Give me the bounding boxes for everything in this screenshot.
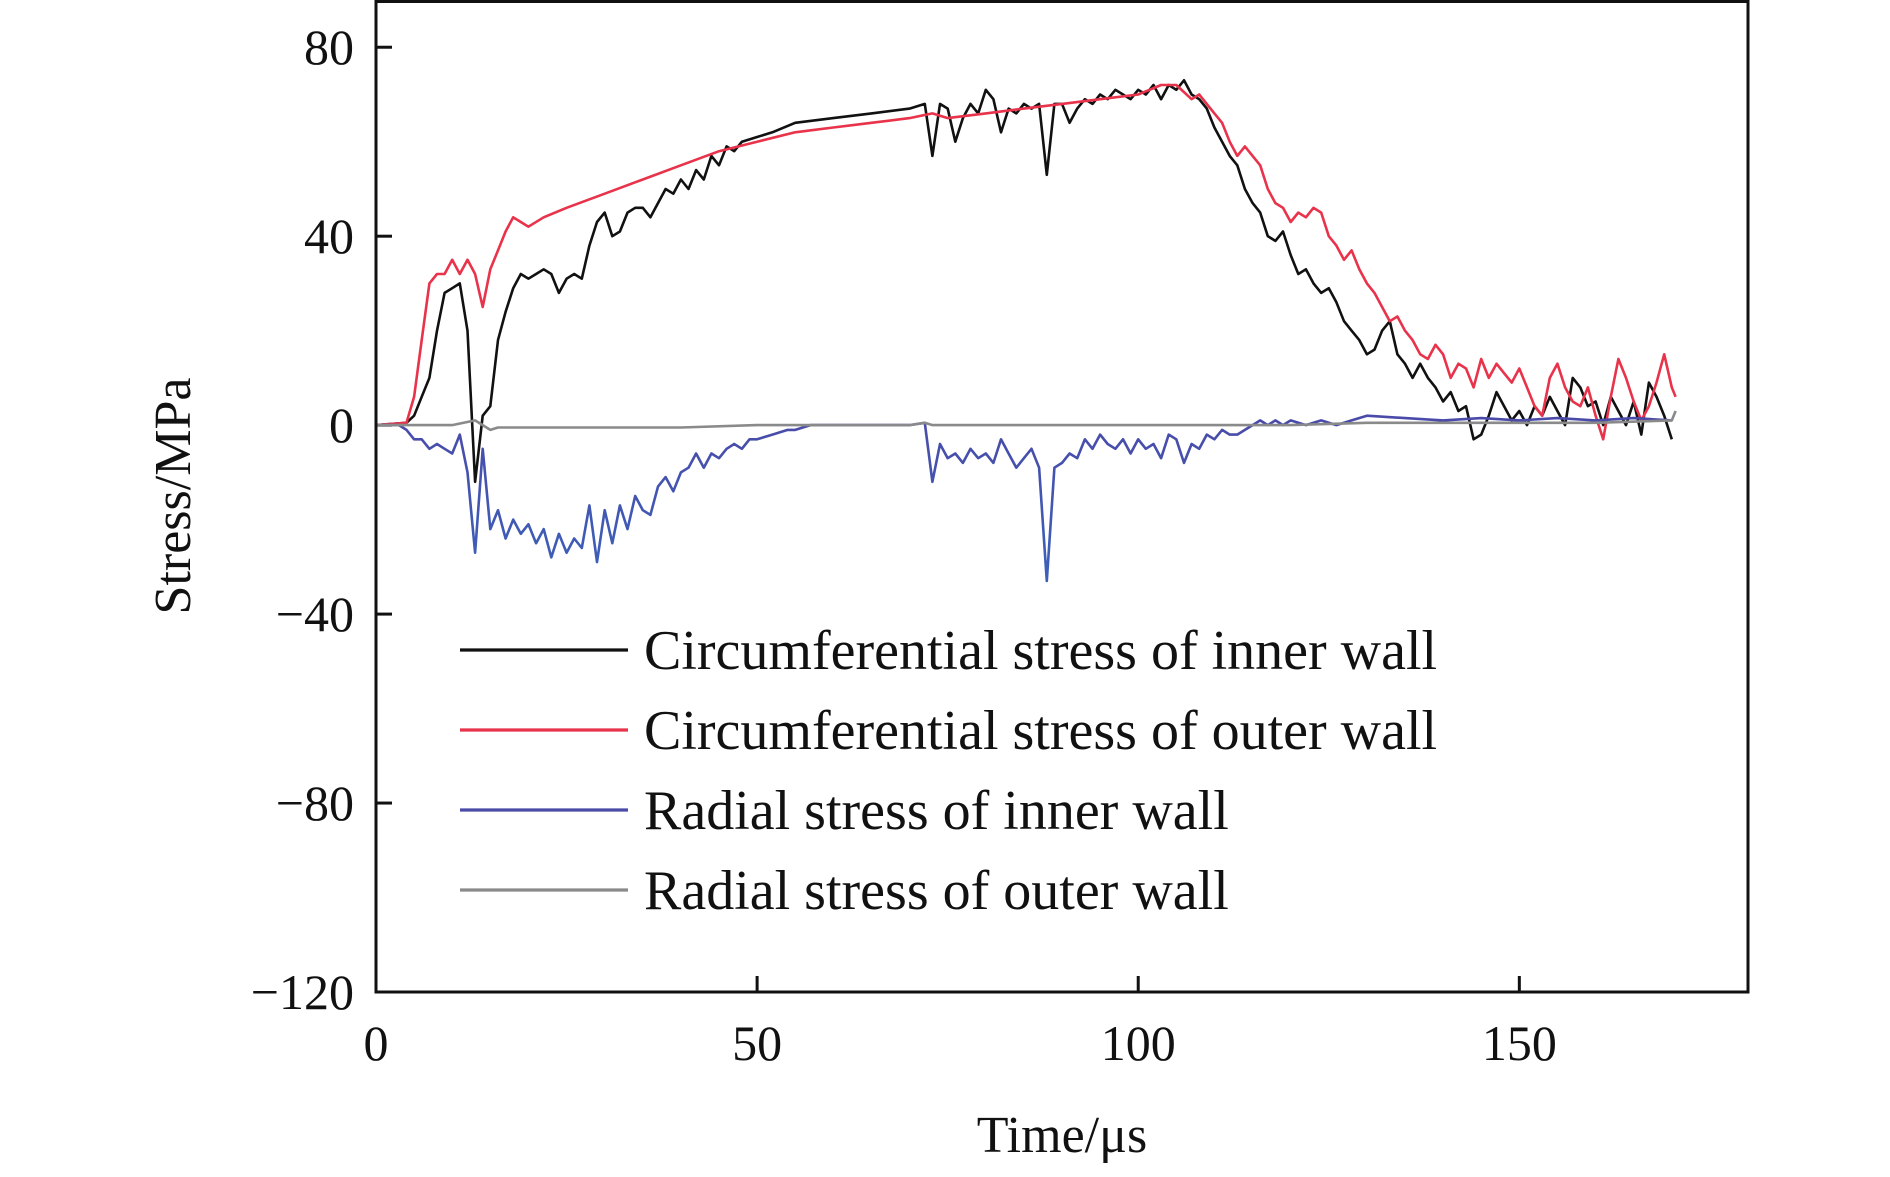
legend-label: Circumferential stress of inner wall (644, 620, 1437, 682)
y-tick-label: −120 (251, 964, 354, 1020)
x-tick-label: 0 (364, 1015, 389, 1071)
series-line-4 (376, 410, 1677, 432)
y-tick-label: 80 (304, 19, 354, 75)
legend: Circumferential stress of inner wall Circ… (460, 620, 1437, 922)
y-axis-title: Stress/MPa (145, 378, 202, 615)
x-tick-label: 100 (1101, 1015, 1176, 1071)
y-tick-label: 40 (304, 208, 354, 264)
series-line-1 (375, 79, 1674, 484)
legend-label: Radial stress of inner wall (644, 780, 1229, 842)
x-axis-title: Time/μs (977, 1107, 1147, 1164)
series-line-3 (376, 414, 1672, 583)
tick-labels: 0 50 100 150 −120 −80 −40 0 40 80 (251, 19, 1557, 1071)
y-tick-label: −80 (276, 775, 354, 831)
legend-label: Circumferential stress of outer wall (644, 700, 1437, 762)
plot-frame (374, 0, 1750, 994)
legend-label: Radial stress of outer wall (644, 860, 1229, 922)
series-line-2 (375, 83, 1677, 441)
x-tick-label: 150 (1482, 1015, 1557, 1071)
ticks (374, 45, 1521, 994)
series-lines (375, 79, 1677, 583)
x-tick-label: 50 (732, 1015, 782, 1071)
y-tick-label: 0 (329, 397, 354, 453)
y-tick-label: −40 (276, 586, 354, 642)
